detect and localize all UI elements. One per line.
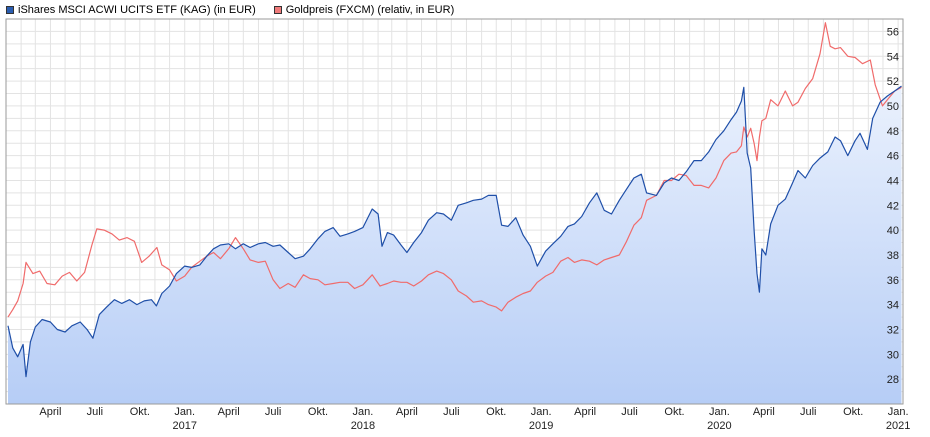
x-tick-label: Jan. — [888, 406, 909, 418]
plot-border — [5, 18, 904, 405]
y-tick-label: 28 — [887, 374, 899, 386]
x-tick-label: Juli — [87, 406, 104, 418]
series-line-etf — [7, 85, 902, 378]
y-tick-label: 44 — [887, 175, 899, 187]
x-tick-label: Juli — [621, 406, 638, 418]
x-tick-year-label: 2018 — [351, 420, 375, 432]
area-fills — [8, 86, 902, 404]
y-tick-label: 40 — [887, 225, 899, 237]
legend-item-etf: iShares MSCI ACWI UCITS ETF (KAG) (in EU… — [6, 4, 256, 16]
x-tick-label: Okt. — [664, 406, 684, 418]
series-lines — [7, 22, 902, 378]
x-tick-label: Okt. — [308, 406, 328, 418]
y-tick-label: 54 — [887, 51, 899, 63]
x-tick-label: Juli — [265, 406, 282, 418]
y-tick-label: 48 — [887, 126, 899, 138]
y-tick-label: 42 — [887, 200, 899, 212]
series-line-gold — [7, 22, 902, 318]
y-axis-ticks: 28 30 32 34 36 38 40 42 44 46 48 50 52 54 56 — [887, 26, 899, 386]
x-tick-label: April — [396, 406, 418, 418]
legend-item-gold: Goldpreis (FXCM) (relativ, in EUR) — [273, 4, 455, 16]
x-tick-label: Okt. — [843, 406, 863, 418]
x-tick-year-label: 2019 — [529, 420, 553, 432]
x-tick-year-label: 2020 — [707, 420, 731, 432]
y-tick-label: 50 — [887, 101, 899, 113]
legend-label-etf: iShares MSCI ACWI UCITS ETF (KAG) (in EU… — [18, 4, 256, 16]
x-tick-year-label: 2017 — [172, 420, 196, 432]
y-tick-label: 56 — [887, 26, 899, 38]
x-tick-label: Okt. — [130, 406, 150, 418]
x-tick-label: Jan. — [531, 406, 552, 418]
series-area-etf — [8, 86, 902, 404]
x-tick-year-label: 2021 — [886, 420, 910, 432]
x-tick-label: Okt. — [486, 406, 506, 418]
x-tick-label: April — [574, 406, 596, 418]
y-tick-label: 38 — [887, 250, 899, 262]
x-tick-label: April — [753, 406, 775, 418]
legend-swatch-gold — [273, 6, 282, 14]
x-tick-label: Jan. — [174, 406, 195, 418]
y-tick-label: 32 — [887, 324, 899, 336]
y-tick-label: 36 — [887, 275, 899, 287]
y-tick-label: 34 — [887, 300, 899, 312]
y-tick-label: 46 — [887, 151, 899, 163]
legend-swatch-etf — [6, 6, 14, 14]
x-axis-ticks: April Juli Okt. Jan. 2017 April Juli Okt. Jan. 20… — [39, 406, 910, 432]
y-tick-label: 52 — [887, 76, 899, 88]
y-tick-label: 30 — [887, 349, 899, 361]
x-tick-label: Juli — [443, 406, 460, 418]
x-tick-label: Jan. — [709, 406, 730, 418]
legend: iShares MSCI ACWI UCITS ETF (KAG) (in EU… — [6, 3, 472, 17]
x-tick-label: Jan. — [353, 406, 374, 418]
x-tick-label: April — [39, 406, 61, 418]
x-tick-label: April — [218, 406, 240, 418]
x-tick-label: Juli — [800, 406, 817, 418]
legend-label-gold: Goldpreis (FXCM) (relativ, in EUR) — [285, 4, 455, 16]
